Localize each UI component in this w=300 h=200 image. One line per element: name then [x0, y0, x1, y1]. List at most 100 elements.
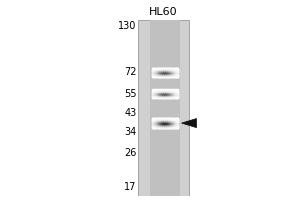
Bar: [173, 71, 175, 72]
Bar: [160, 71, 161, 72]
Bar: [162, 93, 163, 94]
Bar: [164, 127, 165, 128]
Bar: [177, 119, 178, 120]
Bar: [168, 76, 169, 77]
Bar: [159, 125, 160, 126]
Bar: [174, 76, 175, 77]
Bar: [159, 72, 160, 73]
Bar: [160, 119, 161, 120]
Bar: [168, 125, 169, 126]
Bar: [175, 74, 176, 75]
Bar: [161, 76, 162, 77]
Bar: [153, 120, 154, 121]
Bar: [168, 93, 169, 94]
Bar: [160, 92, 161, 93]
Bar: [169, 94, 170, 95]
Bar: [164, 68, 165, 69]
Bar: [155, 71, 156, 72]
Bar: [170, 69, 171, 70]
Bar: [168, 70, 169, 71]
Bar: [169, 118, 170, 119]
Bar: [172, 73, 173, 74]
Bar: [154, 97, 155, 98]
Bar: [169, 119, 170, 120]
Bar: [168, 96, 169, 97]
Bar: [153, 119, 154, 120]
Bar: [166, 124, 167, 125]
Bar: [169, 93, 170, 94]
Bar: [152, 123, 153, 124]
Bar: [153, 126, 154, 127]
Bar: [166, 76, 167, 77]
Bar: [160, 118, 161, 119]
Bar: [158, 97, 159, 98]
Bar: [154, 74, 155, 75]
Bar: [156, 118, 157, 119]
Bar: [157, 126, 158, 127]
Bar: [154, 119, 155, 120]
Bar: [166, 118, 167, 119]
Bar: [177, 121, 178, 122]
Bar: [152, 91, 153, 92]
Bar: [173, 97, 175, 98]
Bar: [166, 126, 167, 127]
Bar: [158, 75, 159, 76]
Bar: [169, 124, 170, 125]
Bar: [177, 89, 178, 90]
Bar: [174, 127, 175, 128]
Bar: [157, 120, 158, 121]
Bar: [177, 94, 178, 95]
Bar: [172, 74, 173, 75]
Bar: [171, 119, 172, 120]
Bar: [165, 94, 166, 95]
Bar: [162, 118, 163, 119]
Bar: [173, 75, 174, 76]
Bar: [170, 74, 171, 75]
Bar: [166, 92, 167, 93]
Bar: [154, 121, 155, 122]
Bar: [168, 124, 169, 125]
Bar: [160, 122, 161, 123]
Bar: [173, 96, 175, 97]
Bar: [170, 119, 171, 120]
Bar: [176, 127, 177, 128]
Bar: [163, 74, 164, 75]
Bar: [172, 119, 173, 120]
Bar: [163, 69, 164, 70]
Bar: [155, 123, 156, 124]
Bar: [169, 93, 170, 94]
Bar: [155, 89, 156, 90]
Bar: [168, 121, 169, 122]
Bar: [164, 91, 165, 92]
Bar: [166, 76, 167, 77]
Bar: [163, 70, 164, 71]
Bar: [176, 76, 177, 77]
Bar: [164, 126, 165, 127]
Bar: [169, 120, 170, 121]
Bar: [177, 96, 178, 97]
Bar: [156, 124, 157, 125]
Bar: [164, 118, 165, 119]
Bar: [155, 69, 156, 70]
Bar: [164, 71, 165, 72]
Bar: [155, 93, 156, 94]
Bar: [171, 127, 172, 128]
Bar: [155, 125, 156, 126]
Bar: [177, 76, 178, 77]
Bar: [159, 75, 160, 76]
Bar: [169, 96, 170, 97]
Bar: [158, 70, 159, 71]
Bar: [153, 96, 154, 97]
Bar: [173, 121, 175, 122]
Bar: [168, 90, 169, 91]
Bar: [152, 127, 153, 128]
Bar: [164, 124, 165, 125]
Bar: [169, 73, 170, 74]
Bar: [177, 93, 178, 94]
Bar: [159, 69, 160, 70]
Bar: [173, 121, 175, 122]
Bar: [177, 123, 178, 124]
Bar: [177, 68, 178, 69]
Bar: [161, 96, 162, 97]
Bar: [164, 93, 165, 94]
